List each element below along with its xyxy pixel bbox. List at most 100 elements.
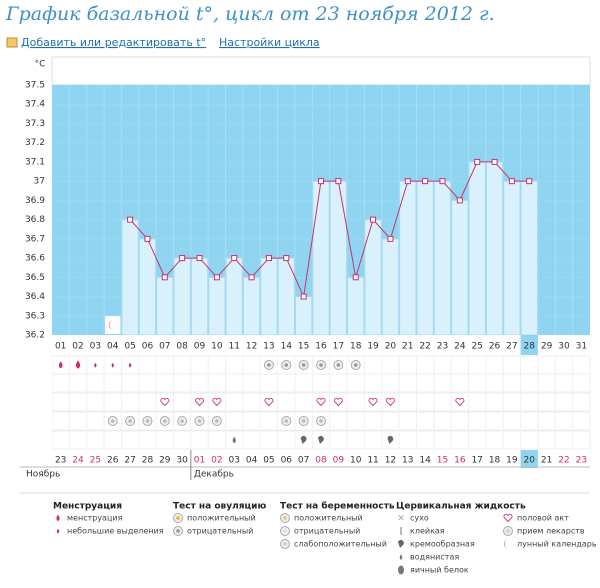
test-dot xyxy=(336,363,341,367)
legend-item: небольшие выделения xyxy=(67,527,164,536)
x-tick-label: 30 xyxy=(558,342,570,352)
legend-item: лунный календарь xyxy=(517,540,597,549)
temp-point xyxy=(265,255,272,262)
x-tick-label: 24 xyxy=(454,342,466,352)
legend-item: водянистая xyxy=(410,553,459,562)
temp-point xyxy=(456,197,463,204)
page-title: График базальной t°, цикл от 23 ноября 2… xyxy=(5,3,495,25)
cream-icon xyxy=(300,435,307,444)
x-tick-label: 28 xyxy=(524,342,536,352)
temp-point xyxy=(526,178,533,185)
temp-bar xyxy=(485,161,504,336)
date-label: 09 xyxy=(333,456,345,466)
test-dot xyxy=(145,419,150,423)
x-tick-label: 29 xyxy=(541,342,553,352)
date-label: 15 xyxy=(437,456,448,466)
y-tick-label: 37.1 xyxy=(25,157,45,167)
heart-icon xyxy=(333,397,343,407)
x-tick-label: 02 xyxy=(72,342,83,352)
y-tick-label: 36.7 xyxy=(25,234,45,244)
test-dot xyxy=(301,363,306,367)
date-label: 20 xyxy=(524,456,536,466)
heart-icon xyxy=(194,397,205,407)
test-dot xyxy=(110,419,115,423)
plot-top xyxy=(51,56,591,86)
symbol-row xyxy=(51,373,591,393)
test-dot xyxy=(284,419,289,423)
drop-icon xyxy=(58,361,63,369)
legend-title: Цервикальная жидкость xyxy=(396,502,526,512)
x-tick-label: 13 xyxy=(263,342,274,352)
legend-item: яичный белок xyxy=(410,566,469,575)
y-tick-label: 36.4 xyxy=(25,292,45,302)
test-dot xyxy=(283,542,287,546)
date-label: 05 xyxy=(263,456,274,466)
drop-icon xyxy=(94,362,97,368)
date-label: 10 xyxy=(350,456,362,466)
x-tick-label: 04 xyxy=(107,342,119,352)
y-tick-label: 37.5 xyxy=(25,81,45,91)
date-label: 18 xyxy=(489,456,501,466)
heart-icon xyxy=(503,513,513,523)
x-tick-label: 26 xyxy=(489,342,501,352)
cream-icon xyxy=(318,435,324,444)
temp-point xyxy=(283,255,290,262)
test-dot xyxy=(319,419,323,423)
x-tick-label: 05 xyxy=(124,342,135,352)
temp-point xyxy=(370,216,377,223)
test-dot xyxy=(176,529,180,533)
drop-icon xyxy=(232,436,236,444)
month-label: Ноябрь xyxy=(26,470,60,480)
y-unit: °C xyxy=(35,60,46,70)
x-tick-label: 09 xyxy=(194,342,206,352)
temp-bar xyxy=(242,276,261,336)
temp-bar xyxy=(347,276,365,336)
temp-bar xyxy=(503,180,521,336)
legend-item: положительный xyxy=(187,514,256,523)
test-dot xyxy=(215,419,219,423)
temp-bar xyxy=(451,199,469,336)
x-tick-label: 20 xyxy=(385,342,397,352)
temp-point xyxy=(474,158,481,165)
temp-bar xyxy=(416,180,434,336)
test-dot xyxy=(353,363,358,367)
date-label: 22 xyxy=(558,456,569,466)
test-dot xyxy=(283,529,287,533)
y-tick-label: 36.9 xyxy=(25,196,45,206)
temp-point xyxy=(404,178,411,185)
test-dot xyxy=(163,419,167,423)
temp-bar xyxy=(156,276,174,336)
temp-point xyxy=(335,178,342,185)
temp-point xyxy=(179,255,186,262)
temp-bar xyxy=(433,180,452,336)
moon-bg xyxy=(105,316,121,334)
y-tick-label: 36.2 xyxy=(25,331,45,341)
x-tick-label: 18 xyxy=(350,342,362,352)
temp-point xyxy=(161,274,168,281)
x-tick-label: 14 xyxy=(281,342,293,352)
x-tick-label: 21 xyxy=(402,342,413,352)
add-link[interactable]: Добавить или редактировать t° xyxy=(21,36,206,49)
temp-bar xyxy=(294,296,313,336)
today-box xyxy=(520,335,538,355)
temp-point xyxy=(144,235,151,242)
date-label: 06 xyxy=(281,456,293,466)
settings-link[interactable]: Настройки цикла xyxy=(219,36,320,49)
heart-icon xyxy=(368,397,378,407)
x-tick-label: 15 xyxy=(298,342,309,352)
temp-bar xyxy=(520,180,538,336)
temp-bar xyxy=(173,257,191,336)
y-tick-label: 36.5 xyxy=(25,273,45,283)
temp-bar xyxy=(121,219,139,336)
x-tick-label: 16 xyxy=(315,342,327,352)
temp-point xyxy=(248,274,255,281)
heart-icon xyxy=(160,397,170,407)
cream-icon xyxy=(398,539,404,548)
legend-item: отрицательный xyxy=(187,527,253,536)
temp-point xyxy=(439,178,446,185)
date-label: 12 xyxy=(385,456,396,466)
temp-bar xyxy=(468,161,486,336)
temp-bar xyxy=(138,238,157,336)
x-tick-label: 07 xyxy=(159,342,170,352)
